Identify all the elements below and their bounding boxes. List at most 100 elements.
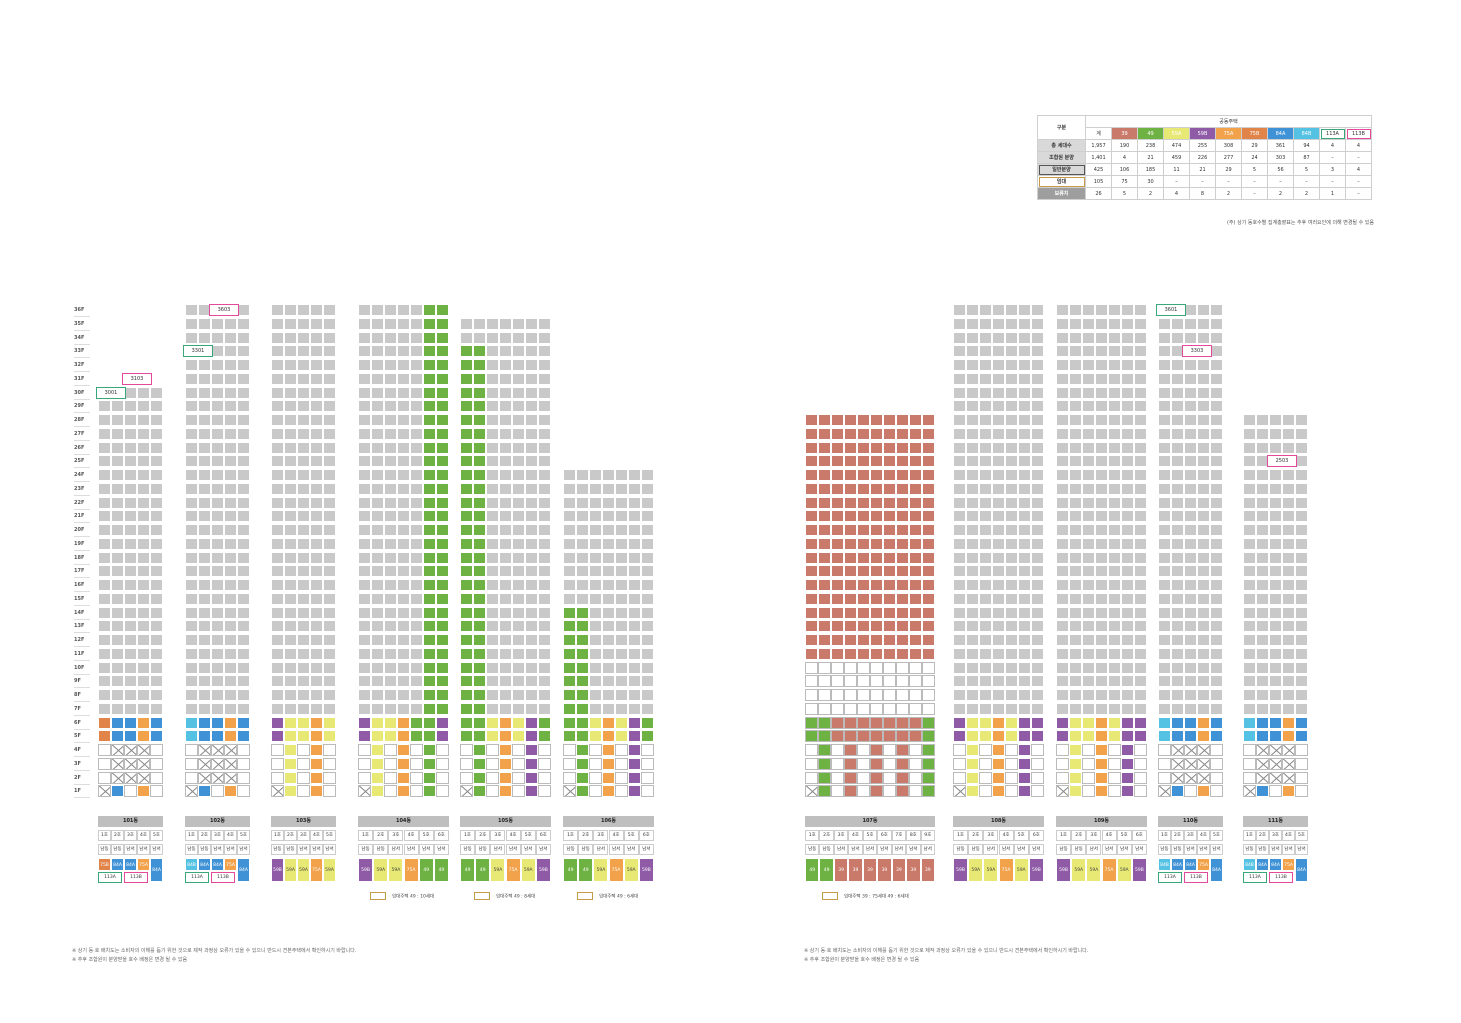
unit-cell bbox=[211, 386, 224, 399]
unit-cell bbox=[284, 304, 297, 316]
unit-cell bbox=[1121, 510, 1134, 523]
unit-cell bbox=[358, 345, 371, 358]
unit-cell bbox=[1069, 730, 1082, 743]
unit-cell bbox=[1005, 771, 1018, 784]
unit-cell bbox=[358, 675, 371, 688]
unit-cell bbox=[423, 606, 436, 619]
unit-cell bbox=[1158, 482, 1171, 495]
unit-cell bbox=[137, 702, 150, 715]
line-number: 1호 bbox=[563, 830, 579, 841]
unit-cell bbox=[857, 482, 870, 495]
unit-cell bbox=[525, 579, 538, 591]
unit-cell bbox=[98, 647, 111, 660]
unit-cell bbox=[922, 634, 935, 646]
unit-cell bbox=[1095, 317, 1108, 330]
unit-cell bbox=[1295, 469, 1308, 481]
unit-cell bbox=[979, 716, 992, 729]
unit-cell bbox=[150, 441, 163, 454]
unit-cell bbox=[1171, 455, 1184, 468]
unit-cell bbox=[1197, 744, 1210, 756]
unit-cell bbox=[423, 744, 436, 756]
unit-cell bbox=[423, 551, 436, 564]
unit-cell bbox=[922, 592, 935, 605]
unit-cell bbox=[628, 675, 641, 688]
unit-cell bbox=[966, 565, 979, 578]
unit-cell bbox=[909, 675, 922, 688]
unit-cell bbox=[499, 785, 512, 798]
unit-cell bbox=[150, 634, 163, 646]
unit-cell bbox=[966, 331, 979, 344]
unit-cell bbox=[831, 469, 844, 481]
unit-cell bbox=[641, 510, 654, 523]
summary-cell: 255 bbox=[1189, 139, 1216, 152]
unit-cell bbox=[1158, 414, 1171, 426]
unit-cell bbox=[1056, 317, 1069, 330]
unit-cell bbox=[1018, 524, 1031, 536]
unit-cell bbox=[150, 510, 163, 523]
unit-cell bbox=[486, 400, 499, 413]
unit-cell bbox=[310, 400, 323, 413]
unit-direction: 남서 bbox=[1282, 844, 1295, 855]
unit-cell bbox=[436, 551, 449, 564]
unit-cell bbox=[979, 469, 992, 481]
unit-cell bbox=[979, 359, 992, 371]
unit-cell bbox=[224, 634, 237, 646]
unit-cell bbox=[512, 744, 525, 756]
unit-cell bbox=[297, 744, 310, 756]
unit-cell bbox=[1256, 496, 1269, 509]
unit-cell bbox=[1082, 345, 1095, 358]
unit-cell bbox=[857, 620, 870, 633]
unit-cell bbox=[1082, 524, 1095, 536]
unit-cell bbox=[1243, 744, 1256, 756]
unit-cell bbox=[1031, 372, 1044, 385]
unit-cell bbox=[1197, 675, 1210, 688]
unit-cell bbox=[371, 785, 384, 798]
unit-cell bbox=[1158, 744, 1171, 756]
unit-cell bbox=[992, 551, 1005, 564]
unit-cell bbox=[1184, 757, 1197, 770]
unit-cell bbox=[563, 579, 576, 591]
unit-cell bbox=[323, 441, 336, 454]
building-title: 110동 bbox=[1158, 816, 1223, 827]
unit-cell bbox=[486, 565, 499, 578]
unit-cell bbox=[1210, 606, 1223, 619]
unit-cell bbox=[1031, 771, 1044, 784]
unit-cell bbox=[358, 702, 371, 715]
line-number: 1호 bbox=[1158, 830, 1171, 841]
unit-cell bbox=[1005, 702, 1018, 715]
unit-cell bbox=[1295, 579, 1308, 591]
unit-cell bbox=[1256, 510, 1269, 523]
unit-cell bbox=[358, 482, 371, 495]
unit-cell bbox=[284, 716, 297, 729]
unit-cell bbox=[1184, 702, 1197, 715]
unit-cell bbox=[1018, 606, 1031, 619]
unit-cell bbox=[185, 482, 198, 495]
unit-cell bbox=[473, 647, 486, 660]
unit-cell bbox=[1243, 482, 1256, 495]
unit-cell bbox=[1295, 757, 1308, 770]
unit-cell bbox=[615, 634, 628, 646]
unit-cell bbox=[1269, 730, 1282, 743]
unit-cell bbox=[1018, 579, 1031, 591]
unit-cell bbox=[1184, 427, 1197, 440]
unit-cell bbox=[98, 537, 111, 550]
unit-cell bbox=[271, 716, 284, 729]
unit-cell bbox=[423, 317, 436, 330]
unit-cell bbox=[525, 386, 538, 399]
unit-cell bbox=[1256, 537, 1269, 550]
unit-cell bbox=[992, 317, 1005, 330]
unit-cell bbox=[137, 524, 150, 536]
unit-cell bbox=[499, 565, 512, 578]
unit-cell bbox=[271, 524, 284, 536]
unit-cell bbox=[486, 496, 499, 509]
unit-cell bbox=[137, 647, 150, 660]
unit-cell bbox=[111, 441, 124, 454]
unit-cell bbox=[271, 579, 284, 591]
unit-cell bbox=[512, 345, 525, 358]
unit-cell bbox=[237, 620, 250, 633]
summary-cell: 24 bbox=[1241, 151, 1268, 164]
unit-cell bbox=[1069, 744, 1082, 756]
unit-cell bbox=[1095, 592, 1108, 605]
unit-cell bbox=[1197, 634, 1210, 646]
unit-cell bbox=[397, 634, 410, 646]
